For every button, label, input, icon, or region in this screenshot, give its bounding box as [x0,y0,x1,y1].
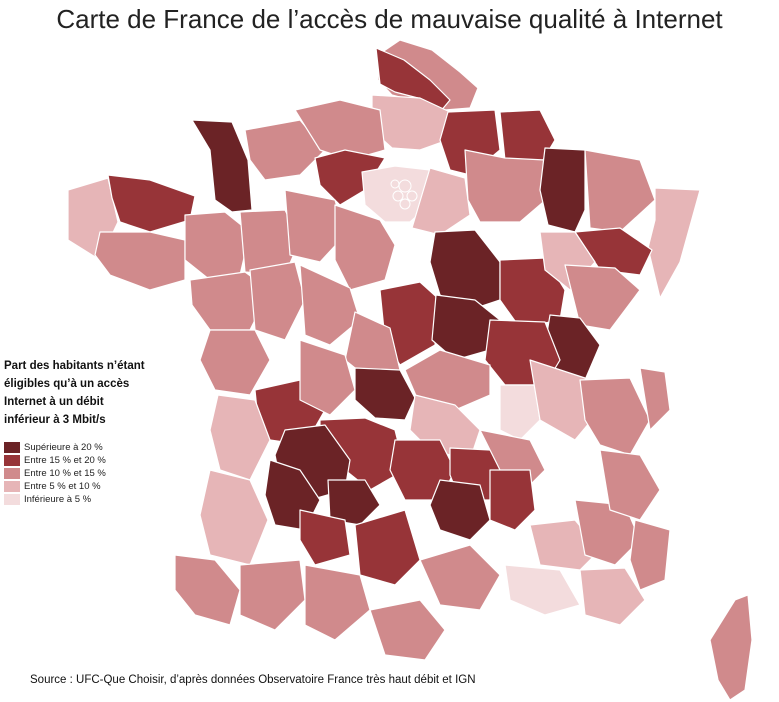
legend-label: Entre 10 % et 15 % [24,468,106,479]
departement-area [199,329,271,396]
departement-area [354,509,421,586]
legend-item: Entre 10 % et 15 % [4,467,174,480]
legend-item: Supérieure à 20 % [4,441,174,454]
paris-area [406,190,418,202]
departement-area [304,564,371,641]
legend-swatch [4,481,20,492]
paris-area [398,179,412,193]
departement-area [249,261,306,341]
departement-area [504,564,581,616]
legend-label: Supérieure à 20 % [24,442,103,453]
legend-title-line: inférieur à 3 Mbit/s [4,414,106,426]
departement-area [499,384,541,441]
departement-area [429,229,501,311]
legend-swatch [4,494,20,505]
departement-area [294,99,386,161]
departement-area [299,264,361,346]
departement-area [327,479,381,526]
legend-title-line: Part des habitants n’étant [4,360,145,372]
departement-area [107,174,196,233]
departement-area [419,544,501,611]
departement-area [174,554,241,626]
map-legend: Part des habitants n’étant éligibles qu’… [4,357,174,506]
legend-swatch [4,455,20,466]
departement-area [199,469,269,566]
departement-area [564,264,641,331]
legend-swatch [4,468,20,479]
departement-area [489,469,536,531]
departement-area [579,377,651,456]
source-note: Source : UFC-Que Choisir, d’après donnée… [30,674,476,686]
departement-area [574,227,653,276]
departement-area [464,149,549,223]
legend-item: Entre 15 % et 20 % [4,454,174,467]
departement-area [639,367,671,431]
departement-area [599,449,661,521]
departement-area [334,204,396,291]
legend-label: Entre 15 % et 20 % [24,455,106,466]
departement-area [411,167,471,236]
departement-area [244,119,326,181]
departement-area [299,339,356,416]
legend-swatch [4,442,20,453]
paris-area [390,179,400,189]
departement-area [647,187,701,299]
departement-area [584,149,656,233]
departement-area [94,231,186,291]
legend-title-line: Internet à un débit [4,396,104,408]
departement-area [284,189,346,263]
departement-area [579,567,646,626]
legend-title-line: éligibles qu’à un accès [4,378,130,390]
departement-area [429,479,491,541]
legend-label: Inférieure à 5 % [24,494,92,505]
departement-area [709,594,753,701]
legend-label: Entre 5 % et 10 % [24,481,101,492]
departement-area [539,147,586,233]
departement-area [354,367,416,421]
legend-item: Inférieure à 5 % [4,493,174,506]
legend-title: Part des habitants n’étant éligibles qu’… [4,357,174,429]
map-title: Carte de France de l’accès de mauvaise q… [56,4,723,34]
departement-area [239,209,301,276]
departement-area [629,519,671,591]
departement-area [239,559,306,631]
departement-area [299,509,351,566]
paris-area [399,198,411,210]
departement-area [191,119,253,213]
departement-polygons [67,39,753,701]
legend-item: Entre 5 % et 10 % [4,480,174,493]
departement-area [369,599,446,661]
paris-area [392,190,404,202]
